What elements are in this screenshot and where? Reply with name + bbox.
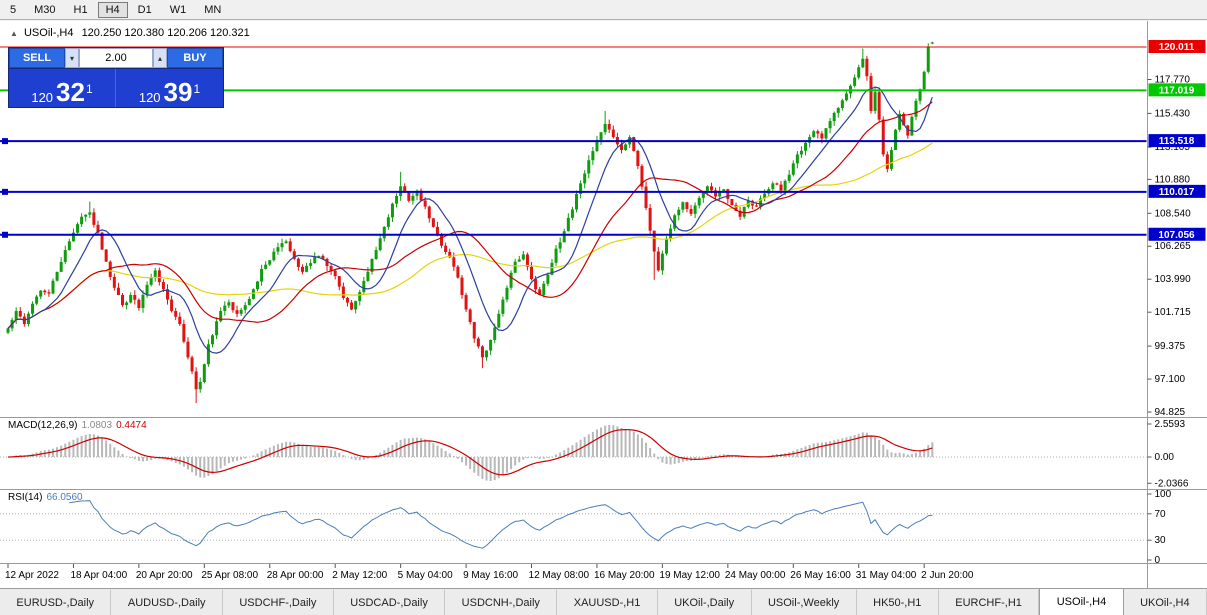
sell-button[interactable]: SELL <box>9 48 65 68</box>
price-level-badge: 113.518 <box>1148 134 1206 148</box>
ask-price[interactable]: 120 39 1 <box>116 69 223 107</box>
timeframe-button-D1[interactable]: D1 <box>137 3 152 16</box>
timeframe-button-H4[interactable]: H4 <box>97 1 128 18</box>
time-axis-label: 12 May 08:00 <box>529 570 590 581</box>
time-axis-label: 2 May 12:00 <box>332 570 387 581</box>
chart-tab[interactable]: HK50-,H1 <box>857 589 939 615</box>
chart-canvas[interactable]: 117.770 115.430 113.105 110.880 108.540 106.2… <box>0 21 1207 588</box>
ask-point: 1 <box>193 82 201 96</box>
price-tick-label: 108.540 <box>1155 208 1192 219</box>
price-tick-label: 106.265 <box>1155 241 1192 252</box>
rsi-indicator <box>0 500 1147 549</box>
rsi-title: RSI(14) <box>8 492 43 503</box>
chart-tab[interactable]: UKOil-,Daily <box>658 589 752 615</box>
time-axis-label: 28 Apr 00:00 <box>267 570 324 581</box>
chart-tab[interactable]: EURUSD-,Daily <box>0 589 112 615</box>
ask-handle: 120 <box>138 90 161 105</box>
chart-tab[interactable]: USDCNH-,Daily <box>445 589 558 615</box>
macd-signal-value: 0.4474 <box>116 420 147 431</box>
price-tick-label: 117.770 <box>1155 74 1191 85</box>
time-axis-label: 25 Apr 08:00 <box>201 570 258 581</box>
quote-ohlc: 120.250 120.380 120.206 120.321 <box>81 27 250 39</box>
timeframe-button-MN[interactable]: MN <box>204 3 222 16</box>
time-axis-label: 16 May 20:00 <box>594 570 655 581</box>
one-click-trade-panel: SELL ▾ 2.00 ▴ BUY 120 32 1 120 39 1 <box>8 47 224 108</box>
macd-indicator <box>0 425 1147 481</box>
price-tick-label: 99.375 <box>1155 341 1186 352</box>
time-axis-label: 31 May 04:00 <box>856 570 917 581</box>
price-level-badge: 107.056 <box>1148 227 1206 241</box>
price-tick-label: 113.105 <box>1155 142 1191 153</box>
timeframe-button-5[interactable]: 5 <box>10 3 17 16</box>
price-level-badge-text: 107.056 <box>1158 230 1195 241</box>
rsi-scale-label: 70 <box>1155 509 1167 520</box>
time-axis-label: 5 May 04:00 <box>398 570 453 581</box>
price-level-badge-text: 113.518 <box>1159 136 1195 147</box>
rsi-value: 66.0560 <box>46 492 83 503</box>
time-axis-label: 24 May 00:00 <box>725 570 786 581</box>
quote-header: ▲ USOil-,H4 120.250 120.380 120.206 120.… <box>10 27 250 39</box>
quote-symbol: USOil-,H4 <box>23 27 74 39</box>
rsi-scale-label: 0 <box>1155 555 1161 566</box>
macd-title: MACD(12,26,9) <box>8 420 78 431</box>
chart-window: 117.770 115.430 113.105 110.880 108.540 106.2… <box>0 21 1207 588</box>
price-level-badge-text: 117.019 <box>1159 85 1195 96</box>
chart-tab[interactable]: USOil-,H4 <box>1039 588 1124 615</box>
ask-pips: 39 <box>163 76 193 107</box>
chart-tab[interactable]: UKOil-,H4 <box>1124 589 1207 615</box>
time-axis-label: 18 Apr 04:00 <box>70 570 127 581</box>
price-tick-label: 110.880 <box>1155 174 1191 185</box>
timeframe-button-W1[interactable]: W1 <box>169 3 187 16</box>
candlesticks <box>6 41 934 403</box>
time-axis-label: 12 Apr 2022 <box>5 570 59 581</box>
macd-label: MACD(12,26,9) 1.0803 0.4474 <box>8 420 147 431</box>
rsi-scale-label: 30 <box>1155 535 1167 546</box>
price-level-badge: 117.019 <box>1148 83 1206 96</box>
time-axis-label: 20 Apr 20:00 <box>136 570 193 581</box>
price-tick-label: 101.715 <box>1155 307 1192 318</box>
chart-tab[interactable]: USDCHF-,Daily <box>223 589 334 615</box>
macd-scale-label: 2.5593 <box>1155 419 1186 430</box>
price-tick-label: 115.430 <box>1155 108 1191 119</box>
time-axis-label: 19 May 12:00 <box>659 570 720 581</box>
bid-pips: 32 <box>56 76 85 107</box>
price-level-badge: 120.011 <box>1148 40 1206 53</box>
macd-scale-label: -2.0366 <box>1155 478 1189 489</box>
bid-price[interactable]: 120 32 1 <box>9 69 116 107</box>
collapse-triangle-icon[interactable]: ▲ <box>10 29 18 38</box>
buy-button[interactable]: BUY <box>167 48 223 68</box>
timeframe-toolbar: 5 M30 H1 H4 D1 W1 MN <box>0 0 1207 20</box>
bid-point: 1 <box>85 82 93 96</box>
macd-main-value: 1.0803 <box>81 420 113 431</box>
chart-tab[interactable]: AUDUSD-,Daily <box>111 589 223 615</box>
volume-decrease-button[interactable]: ▾ <box>65 48 79 68</box>
chart-tabbar: EURUSD-,Daily AUDUSD-,Daily USDCHF-,Daily U… <box>0 588 1207 615</box>
price-level-badge-text: 110.017 <box>1159 187 1195 198</box>
rsi-scale-label: 100 <box>1155 489 1172 500</box>
volume-increase-button[interactable]: ▴ <box>153 48 167 68</box>
chart-tab[interactable]: EURCHF-,H1 <box>939 589 1040 615</box>
chart-tab[interactable]: USOil-,Weekly <box>752 589 857 615</box>
price-tick-label: 103.990 <box>1155 274 1192 285</box>
rsi-label: RSI(14) 66.0560 <box>8 492 83 503</box>
price-level-badge: 110.017 <box>1148 184 1206 198</box>
timeframe-button-H1[interactable]: H1 <box>73 3 88 16</box>
time-axis-label: 2 Jun 20:00 <box>921 570 974 581</box>
time-axis-label: 9 May 16:00 <box>463 570 518 581</box>
time-axis: 12 Apr 2022 18 Apr 04:00 20 Apr 20:00 25 Ap… <box>5 564 974 581</box>
macd-scale-label: 0.00 <box>1155 452 1175 463</box>
timeframe-button-M30[interactable]: M30 <box>34 3 56 16</box>
price-tick-label: 97.100 <box>1155 374 1186 385</box>
price-tick-label: 94.825 <box>1155 407 1186 418</box>
chart-tab[interactable]: XAUUSD-,H1 <box>557 589 658 615</box>
price-level-badge-text: 120.011 <box>1159 42 1195 53</box>
time-axis-label: 26 May 16:00 <box>790 570 851 581</box>
bid-handle: 120 <box>31 90 54 105</box>
volume-field[interactable]: 2.00 <box>79 48 153 68</box>
chart-tab[interactable]: USDCAD-,Daily <box>334 589 446 615</box>
